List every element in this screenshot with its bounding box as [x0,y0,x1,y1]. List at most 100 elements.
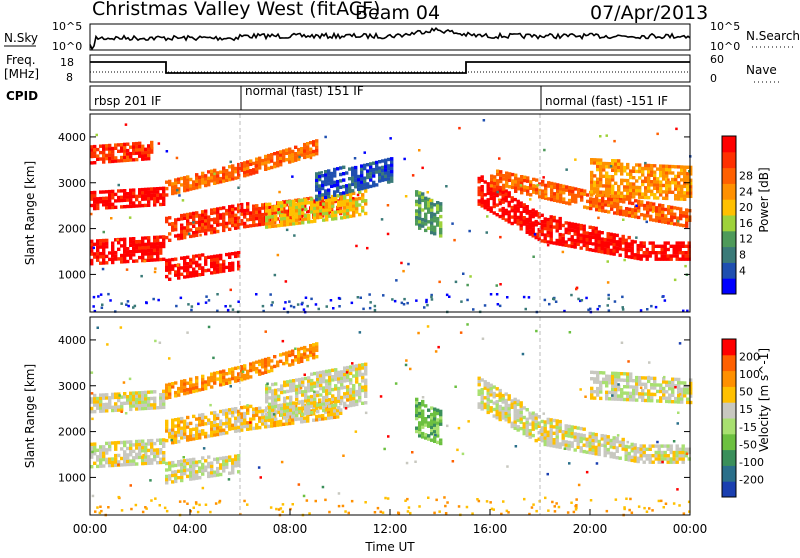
data-cell [222,259,226,264]
data-cell [159,441,163,445]
data-cell [171,225,175,229]
data-cell [492,414,496,418]
data-cell [550,181,554,186]
data-cell [183,179,187,183]
data-cell [570,434,574,439]
data-cell [656,189,660,194]
data-cell [651,509,654,512]
data-cell [346,211,350,216]
data-cell [210,433,214,438]
data-cell [513,404,517,408]
data-cell [219,206,223,211]
data-cell [364,189,368,193]
data-cell [229,304,232,308]
data-cell [231,426,235,431]
data-cell [646,214,650,218]
data-cell [361,199,365,203]
data-cell [636,253,640,257]
data-cell [504,189,508,193]
data-cell [183,226,187,230]
data-cell [404,363,408,367]
data-cell [126,398,130,402]
data-cell [276,154,280,158]
data-cell [644,192,648,196]
data-cell [228,408,232,412]
data-cell [337,200,341,204]
data-cell [174,263,178,268]
data-cell [301,406,305,410]
data-cell [624,248,628,252]
data-cell [222,459,226,463]
data-cell [171,473,175,478]
data-cell [315,139,319,143]
data-cell [522,295,526,299]
data-cell [558,429,562,433]
data-cell [237,206,241,211]
freq-label-line2: [MHz] [4,67,39,81]
data-cell [598,208,602,212]
data-cell [280,223,284,227]
data-cell [624,251,628,255]
data-cell [201,419,205,423]
data-cell [361,366,365,370]
data-cell [277,211,281,215]
data-cell [195,263,199,268]
data-cell [297,347,301,352]
data-cell [117,408,121,412]
colorbar-swatch [722,262,736,279]
data-cell [507,191,511,195]
data-cell [249,368,253,373]
data-cell [504,211,508,216]
data-cell [675,127,678,131]
data-cell [216,210,220,214]
data-cell [240,209,244,213]
data-cell [686,184,690,189]
data-cell [605,187,609,191]
data-cell [312,418,316,422]
data-cell [507,213,511,217]
data-cell [522,203,526,207]
data-cell [285,354,289,358]
data-cell [384,171,388,175]
data-cell [224,305,227,308]
data-cell [132,456,136,460]
data-cell [141,442,145,447]
data-cell [555,419,559,423]
data-cell [297,360,301,364]
data-cell [213,181,217,185]
data-cell [486,381,490,386]
data-cell [150,406,154,410]
data-cell [427,414,431,419]
data-cell [608,390,612,395]
data-cell [375,160,379,165]
data-cell [387,177,391,181]
data-cell [574,508,578,511]
data-cell [156,406,160,410]
data-cell [505,171,509,175]
data-cell [307,389,311,393]
data-cell [159,196,163,200]
data-cell [150,197,154,201]
data-cell [510,199,514,203]
data-cell [610,197,614,202]
data-cell [192,383,196,387]
data-cell [132,246,136,250]
data-cell [626,394,630,399]
data-cell [685,221,689,225]
data-cell [579,236,583,241]
data-cell [549,221,553,225]
data-cell [122,381,126,384]
data-cell [138,191,142,195]
data-cell [426,325,430,328]
data-cell [457,426,461,430]
data-cell [627,235,631,240]
data-cell [174,224,178,228]
data-cell [621,295,624,299]
data-cell [384,177,388,182]
data-cell [590,389,594,394]
data-cell [372,161,376,165]
data-cell [192,183,196,187]
data-cell [531,208,535,212]
data-cell [599,171,603,175]
data-cell [281,503,285,506]
